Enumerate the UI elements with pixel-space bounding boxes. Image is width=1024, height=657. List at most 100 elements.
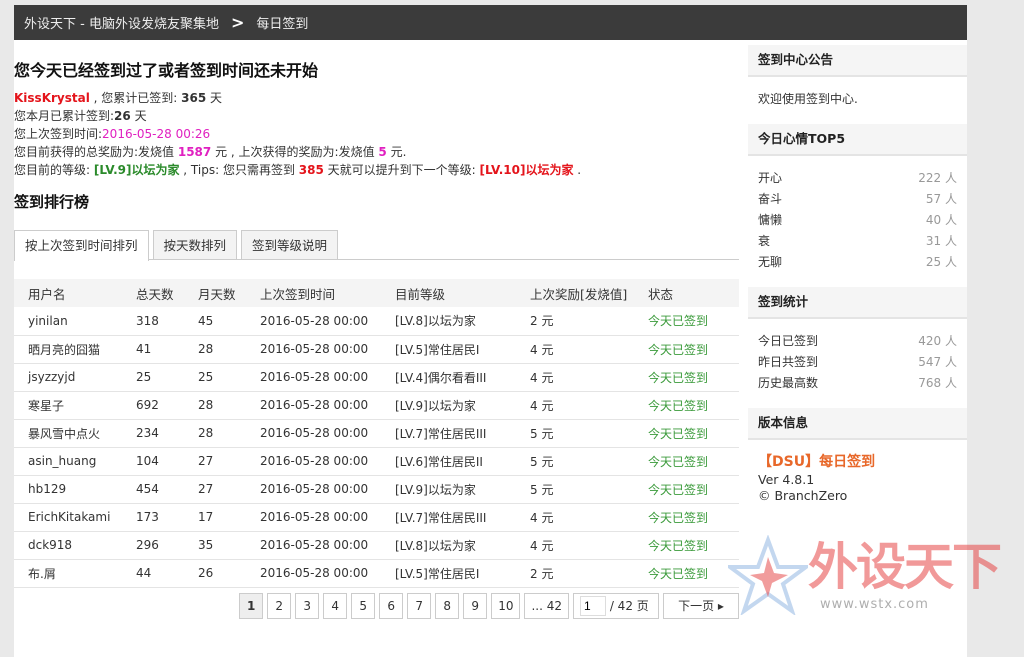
item-label: 昨日共签到 xyxy=(758,355,819,369)
last-time: 2016-05-28 00:26 xyxy=(102,127,211,141)
username-link[interactable]: KissKrystal xyxy=(14,91,90,105)
page-button-8[interactable]: 8 xyxy=(435,592,460,619)
label: 您目前获得的总奖励为:发烧值 xyxy=(14,145,178,159)
page-jump: / 42 页 xyxy=(573,592,659,619)
plugin-version: Ver 4.8.1 xyxy=(758,472,815,487)
next-page-button[interactable]: 下一页 ▸ xyxy=(663,592,739,619)
current-level: [LV.9]以坛为家 xyxy=(93,163,180,177)
main-content: 您今天已经签到过了或者签到时间还未开始 KissKrystal , 您累计已签到… xyxy=(14,40,739,619)
table-cell: 2016-05-28 00:00 xyxy=(246,335,381,364)
list-item: 昨日共签到 547 人 xyxy=(758,352,957,373)
label: . xyxy=(573,163,582,177)
table-cell: 今天已签到 xyxy=(634,531,739,560)
table-cell: [LV.4]偶尔看看III xyxy=(381,363,516,392)
page-button-2[interactable]: 2 xyxy=(267,592,292,619)
username-link[interactable]: 暴风雪中点火 xyxy=(14,419,122,448)
table-cell: 2016-05-28 00:00 xyxy=(246,363,381,392)
item-label: 今日已签到 xyxy=(758,334,819,348)
table-cell: [LV.6]常住居民II xyxy=(381,447,516,476)
table-cell: 5 元 xyxy=(516,475,634,504)
username-link[interactable]: 布.屑 xyxy=(14,559,122,588)
label: 元 , 上次获得的奖励为:发烧值 xyxy=(211,145,379,159)
table-cell: [LV.8]以坛为家 xyxy=(381,531,516,560)
column-header: 目前等级 xyxy=(381,279,516,307)
username-link[interactable]: hb129 xyxy=(14,475,122,504)
table-cell: 今天已签到 xyxy=(634,391,739,420)
label: , Tips: 您只需再签到 xyxy=(179,163,299,177)
table-cell: 5 元 xyxy=(516,419,634,448)
table-cell: [LV.8]以坛为家 xyxy=(381,307,516,336)
label: 天 xyxy=(206,91,223,105)
label: 您上次签到时间: xyxy=(14,127,103,141)
list-item: 慵懒 40 人 xyxy=(758,210,957,231)
list-item: 衰 31 人 xyxy=(758,231,957,252)
table-cell: 2016-05-28 00:00 xyxy=(246,531,381,560)
username-link[interactable]: jsyzzyjd xyxy=(14,363,122,392)
page-button-3[interactable]: 3 xyxy=(295,592,320,619)
table-row: 晒月亮的囧猫 41 28 2016-05-28 00:00 [LV.5]常住居民I 4 元… xyxy=(14,335,739,364)
next-label: 下一页 xyxy=(678,598,715,613)
table-cell: 今天已签到 xyxy=(634,307,739,336)
table-cell: 4 元 xyxy=(516,503,634,532)
item-count: 222 人 xyxy=(918,171,957,185)
page-button-9[interactable]: 9 xyxy=(463,592,488,619)
item-label: 无聊 xyxy=(758,255,783,269)
star-logo-icon xyxy=(728,535,808,615)
table-row: 暴风雪中点火 234 28 2016-05-28 00:00 [LV.7]常住居民III… xyxy=(14,419,739,448)
breadcrumb-site-link[interactable]: 外设天下 - 电脑外设发烧友聚集地 xyxy=(24,17,219,32)
table-cell: 17 xyxy=(184,503,246,532)
mood-header: 今日心情TOP5 xyxy=(748,124,967,156)
page-button-7[interactable]: 7 xyxy=(407,592,432,619)
item-label: 衰 xyxy=(758,234,771,248)
table-cell: 2 元 xyxy=(516,559,634,588)
page-button-10[interactable]: 10 xyxy=(491,592,521,619)
username-link[interactable]: asin_huang xyxy=(14,447,122,476)
tab-by-days[interactable]: 按天数排列 xyxy=(152,230,238,259)
table-row: hb129 454 27 2016-05-28 00:00 [LV.9]以坛为家 5 元今… xyxy=(14,475,739,504)
table-cell: 今天已签到 xyxy=(634,475,739,504)
table-cell: 44 xyxy=(122,559,184,588)
tab-level-info[interactable]: 签到等级说明 xyxy=(241,230,339,259)
next-level: [LV.10]以坛为家 xyxy=(479,163,574,177)
page-button-6[interactable]: 6 xyxy=(379,592,404,619)
table-cell: 28 xyxy=(184,419,246,448)
column-header: 月天数 xyxy=(184,279,246,307)
list-item: 开心 222 人 xyxy=(758,168,957,189)
days-needed: 385 xyxy=(298,163,324,177)
table-cell: [LV.5]常住居民I xyxy=(381,559,516,588)
table-row: jsyzzyjd 25 25 2016-05-28 00:00 [LV.4]偶尔看看II… xyxy=(14,363,739,392)
table-cell: 454 xyxy=(122,475,184,504)
breadcrumb-current: 每日签到 xyxy=(256,17,309,32)
page-button-last[interactable]: ... 42 xyxy=(524,592,569,619)
page-button-1[interactable]: 1 xyxy=(239,592,264,619)
page: 外设天下 - 电脑外设发烧友聚集地 > 每日签到 您今天已经签到过了或者签到时间… xyxy=(14,5,967,657)
item-count: 420 人 xyxy=(918,334,957,348)
table-cell: [LV.9]以坛为家 xyxy=(381,391,516,420)
table-cell: 35 xyxy=(184,531,246,560)
username-link[interactable]: 晒月亮的囧猫 xyxy=(14,335,122,364)
table-cell: 318 xyxy=(122,307,184,336)
table-cell: 今天已签到 xyxy=(634,559,739,588)
table-row: asin_huang 104 27 2016-05-28 00:00 [LV.6]常住居… xyxy=(14,447,739,476)
ranking-title: 签到排行榜 xyxy=(14,193,90,211)
column-header: 上次奖励[发烧值] xyxy=(516,279,634,307)
username-link[interactable]: yinilan xyxy=(14,307,122,336)
table-cell: 28 xyxy=(184,335,246,364)
label: , 您累计已签到: xyxy=(89,91,182,105)
table-cell: 4 元 xyxy=(516,363,634,392)
table-row: 布.屑 44 26 2016-05-28 00:00 [LV.5]常住居民I 2 元今天已… xyxy=(14,559,739,588)
page-button-5[interactable]: 5 xyxy=(351,592,376,619)
table-cell: 27 xyxy=(184,447,246,476)
username-link[interactable]: 寒星子 xyxy=(14,391,122,420)
plugin-author: © BranchZero xyxy=(758,488,848,503)
table-cell: [LV.7]常住居民III xyxy=(381,419,516,448)
page-input[interactable] xyxy=(580,595,606,616)
tab-by-last-time[interactable]: 按上次签到时间排列 xyxy=(14,230,149,261)
username-link[interactable]: ErichKitakami xyxy=(14,503,122,532)
table-cell: 2016-05-28 00:00 xyxy=(246,419,381,448)
username-link[interactable]: dck918 xyxy=(14,531,122,560)
notice-body: 欢迎使用签到中心. xyxy=(758,92,858,106)
page-button-4[interactable]: 4 xyxy=(323,592,348,619)
status-title: 您今天已经签到过了或者签到时间还未开始 xyxy=(14,61,319,80)
table-cell: 今天已签到 xyxy=(634,447,739,476)
